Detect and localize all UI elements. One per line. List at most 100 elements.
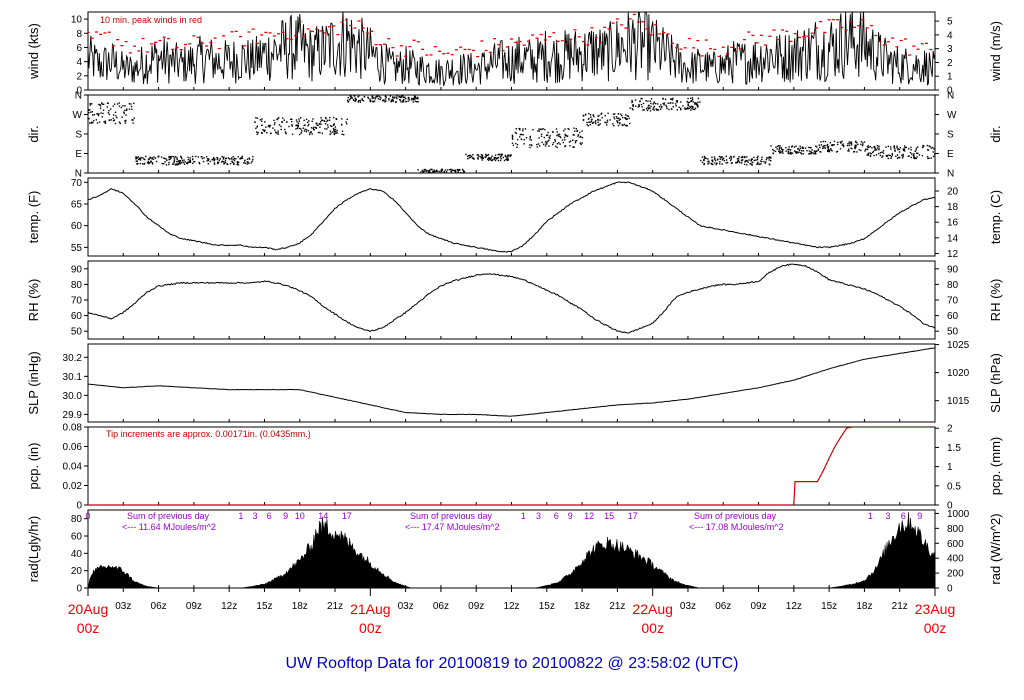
slp-ytick-right-label: 1020 [947,368,970,379]
wind-dir-point [897,148,899,151]
wind-dir-point [379,98,381,101]
wind-dir-point [646,109,649,112]
wind-dir-point [233,163,235,166]
wind-dir-point [750,160,752,162]
peak-wind-dash [615,18,619,20]
wind-dir-point [139,162,142,165]
wind-dir-point [802,150,805,152]
wind-dir-point [574,141,577,144]
peak-wind-dash [895,46,899,48]
wind-dir-point [250,162,252,164]
wind-dir-point [780,151,782,154]
time-minor-label: 03z [680,601,696,612]
peak-wind-dash [289,38,293,41]
wind-dir-point [394,96,396,98]
wind-dir-point [529,144,531,146]
wind-dir-point [371,95,373,98]
wind-dir-point [736,161,738,164]
peak-wind-dash [929,48,933,51]
wind-dir-point [102,112,104,115]
dir-ylabel-right: dir. [988,125,1003,142]
rad-hour-label: 1 [238,511,243,521]
wind-dir-point [223,156,225,158]
peak-wind-dash [243,45,247,47]
wind-dir-point [707,158,709,160]
time-minor-label: 21z [327,601,343,612]
wind-dir-point [143,162,146,165]
wind-dir-point [729,159,732,162]
wind-dir-point [472,153,474,156]
slp-plot [88,347,935,417]
peak-wind-dash [861,18,865,21]
wind-dir-point [890,155,893,158]
wind-dir-point [726,161,729,164]
rad-hour-label: 15 [604,511,614,521]
wind-dir-point [850,141,853,143]
wind-dir-point [493,158,496,160]
wind-dir-point [183,163,186,165]
wind-dir-point [692,108,695,110]
wind-dir-point [541,141,543,144]
wind-dir-point [89,102,91,105]
wind-dir-point [158,155,160,158]
peak-wind-dash [357,20,361,22]
wind-dir-point [481,154,484,156]
peak-wind-dash [107,31,111,33]
peak-wind-dash [336,33,340,36]
wind-dir-point [537,130,539,132]
rad-ylabel: rad(Lgly/hr) [26,516,41,582]
wind-dir-point [494,159,497,162]
wind-dir-point [816,150,818,153]
wind-dir-point [812,152,814,154]
wind-dir-point [697,106,699,108]
wind-dir-point [133,117,136,119]
wind-dir-point [695,103,698,105]
wind-dir-point [220,161,223,163]
rad-hour-label: 3 [253,511,258,521]
wind-dir-point [168,161,170,164]
time-minor-label: 18z [292,601,308,612]
wind-dir-point [333,129,335,131]
solar-radiation-area [88,512,935,588]
wind-dir-point [511,138,514,140]
peak-wind-dash [378,43,382,46]
wind-dir-point [549,135,551,137]
wind-dir-point [90,111,92,113]
wind-dir-point [280,128,282,131]
wind-ytick-right-label: 5 [947,17,953,28]
wind-dir-point [333,124,335,126]
wind-dir-point [108,109,110,112]
peak-wind-dash [298,20,302,23]
wind-dir-point [136,163,138,165]
wind-dir-point [380,97,382,99]
peak-wind-dash [196,36,200,39]
temp-ytick-right-label: 20 [947,187,959,198]
peak-wind-dash [603,26,607,29]
wind-dir-point [146,162,149,164]
wind-dir-point [833,144,835,146]
wind-dir-point [98,113,100,115]
rh-line [88,263,935,334]
peak-wind-dash [247,31,251,33]
wind-dir-point [403,98,405,101]
dir-ytick-right-label: S [947,130,954,141]
wind-dir-point [147,161,150,164]
wind-dir-point [575,128,578,130]
rad-ytick-right-label: 800 [947,524,964,535]
wind-dir-point [693,108,696,111]
rad-hour-label: 12 [584,511,594,521]
wind-dir-point [649,110,652,112]
wind-dir-point [429,172,432,173]
peak-wind-dash [747,31,751,33]
wind-dir-point [788,146,790,148]
wind-dir-point [449,168,451,171]
wind-dir-point [512,144,515,147]
wind-dir-point [775,146,777,148]
wind-dir-point [710,163,713,165]
wind-dir-point [361,98,363,100]
wind-dir-point [722,157,725,160]
wind-dir-point [359,101,362,103]
wind-dir-point [902,149,905,152]
wind-dir-point [487,157,489,159]
wind-dir-point [112,120,115,122]
